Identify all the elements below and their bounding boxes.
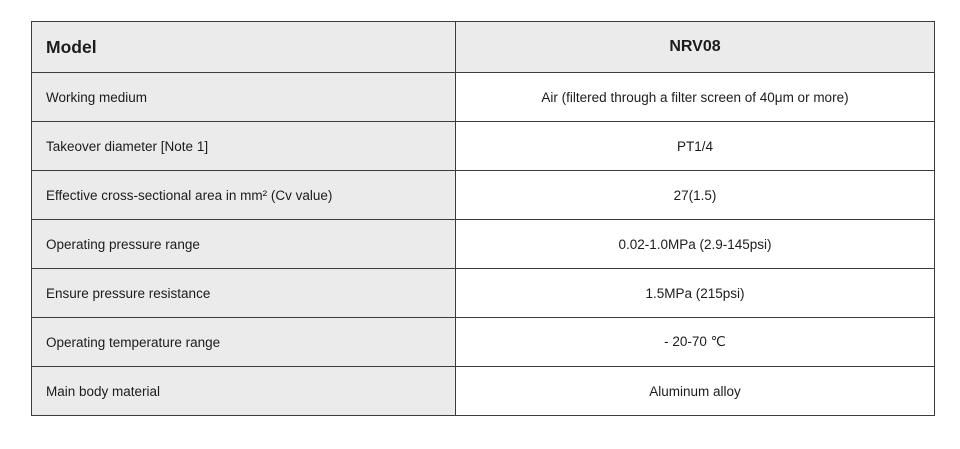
- spec-value: PT1/4: [455, 121, 934, 170]
- table-row: Working medium Air (filtered through a f…: [32, 72, 934, 121]
- spec-value: 0.02-1.0MPa (2.9-145psi): [455, 219, 934, 268]
- table-row: Main body material Aluminum alloy: [32, 366, 934, 415]
- spec-value: Aluminum alloy: [455, 366, 934, 415]
- table-header-model-value: NRV08: [455, 22, 934, 72]
- table-row: Effective cross-sectional area in mm² (C…: [32, 170, 934, 219]
- spec-value: 1.5MPa (215psi): [455, 268, 934, 317]
- spec-label: Takeover diameter [Note 1]: [32, 121, 455, 170]
- spec-label: Effective cross-sectional area in mm² (C…: [32, 170, 455, 219]
- spec-label: Working medium: [32, 72, 455, 121]
- table-row: Ensure pressure resistance 1.5MPa (215ps…: [32, 268, 934, 317]
- spec-table: Model NRV08 Working medium Air (filtered…: [31, 21, 935, 416]
- spec-label: Operating temperature range: [32, 317, 455, 366]
- table-row: Operating pressure range 0.02-1.0MPa (2.…: [32, 219, 934, 268]
- spec-value: - 20-70 ℃: [455, 317, 934, 366]
- table-row: Operating temperature range - 20-70 ℃: [32, 317, 934, 366]
- spec-value: 27(1.5): [455, 170, 934, 219]
- table-row: Takeover diameter [Note 1] PT1/4: [32, 121, 934, 170]
- spec-label: Main body material: [32, 366, 455, 415]
- spec-label: Ensure pressure resistance: [32, 268, 455, 317]
- spec-label: Operating pressure range: [32, 219, 455, 268]
- spec-value: Air (filtered through a filter screen of…: [455, 72, 934, 121]
- table-header-row: Model NRV08: [32, 22, 934, 72]
- table-header-model-label: Model: [32, 22, 455, 72]
